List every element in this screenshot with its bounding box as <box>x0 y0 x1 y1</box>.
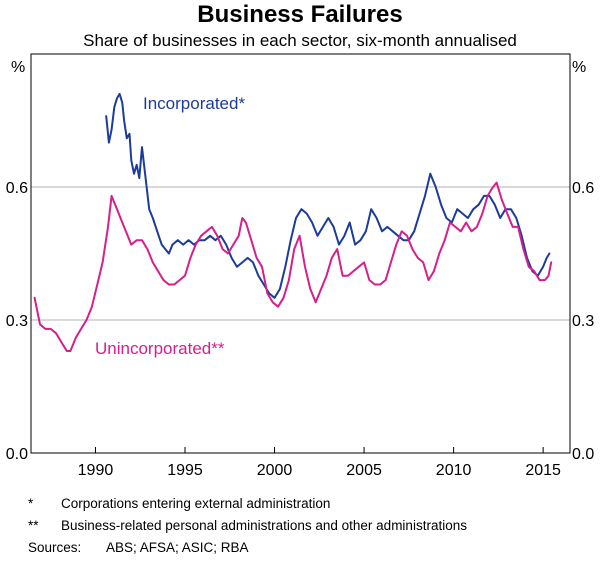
unincorporated-line <box>33 181 553 352</box>
gridlines <box>31 186 570 321</box>
y-tick-label-left: 0.6 <box>6 180 28 197</box>
sources-label: Sources: <box>28 540 81 555</box>
chart-title: Business Failures <box>197 1 402 28</box>
y-tick-label-right: 0.6 <box>572 180 594 197</box>
footnote-marker: * <box>28 496 34 511</box>
y-unit-left: % <box>11 59 25 76</box>
series-lines <box>33 92 553 352</box>
plot-border <box>30 53 571 454</box>
chart-subtitle: Share of businesses in each sector, six-… <box>83 31 517 50</box>
footnotes: * Corporations entering external adminis… <box>28 496 467 555</box>
incorporated-line <box>105 92 551 299</box>
footnote-marker: ** <box>28 518 39 533</box>
unincorporated-label: Unincorporated** <box>95 339 225 358</box>
y-unit-right: % <box>572 59 586 76</box>
x-tick-label: 2005 <box>346 462 382 479</box>
x-tick-label: 2015 <box>525 462 561 479</box>
plot-frame <box>30 53 571 454</box>
axis-ticks: 1990 1995 2000 2005 2010 2015 0.0 0.0 0.3 0.3 0.6 0… <box>6 180 595 479</box>
x-tick-label: 2000 <box>257 462 293 479</box>
y-tick-label-right: 0.3 <box>572 313 594 330</box>
footnote-text: Business-related personal administration… <box>61 518 467 533</box>
y-tick-label-left: 0.0 <box>6 446 28 463</box>
y-tick-label-left: 0.3 <box>6 313 28 330</box>
x-tick-label: 2010 <box>436 462 472 479</box>
sources-text: ABS; AFSA; ASIC; RBA <box>106 540 249 555</box>
x-tick-label: 1990 <box>78 462 114 479</box>
incorporated-label: Incorporated* <box>143 94 245 113</box>
x-tick-label: 1995 <box>167 462 203 479</box>
footnote-text: Corporations entering external administr… <box>61 496 330 511</box>
y-tick-label-right: 0.0 <box>572 446 594 463</box>
